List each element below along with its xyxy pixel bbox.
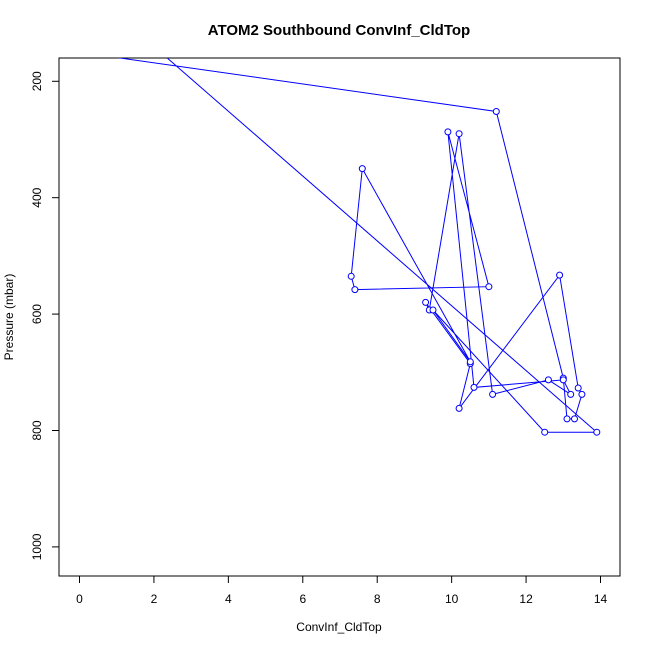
data-point — [489, 390, 497, 398]
y-tick-label: 600 — [30, 304, 44, 324]
x-tick-label: 8 — [374, 592, 381, 606]
data-point — [559, 376, 567, 384]
data-point — [567, 390, 575, 398]
data-point — [455, 130, 463, 138]
data-point — [485, 283, 493, 291]
y-tick-label: 800 — [30, 420, 44, 440]
data-point — [351, 286, 359, 294]
data-point — [556, 271, 564, 279]
y-tick-label: 400 — [30, 187, 44, 207]
plot-frame — [58, 57, 621, 577]
data-point — [422, 298, 430, 306]
plot-area — [116, 58, 601, 436]
x-axis-label: ConvInf_CldTop — [296, 620, 382, 634]
data-point — [574, 384, 582, 392]
y-axis-label: Pressure (mbar) — [2, 274, 16, 361]
data-point — [455, 404, 463, 412]
chart-title: ATOM2 Southbound ConvInf_CldTop — [208, 22, 470, 39]
x-tick-label: 14 — [594, 592, 608, 606]
series-line — [116, 58, 599, 433]
data-point — [358, 165, 366, 173]
x-tick-label: 0 — [76, 592, 83, 606]
data-point — [544, 376, 552, 384]
data-point — [492, 108, 500, 115]
data-point — [466, 358, 474, 366]
data-point — [470, 383, 478, 391]
data-point — [563, 415, 571, 423]
x-tick-label: 4 — [225, 592, 232, 606]
y-tick-label: 200 — [30, 71, 44, 91]
data-point — [347, 272, 355, 280]
x-tick-label: 12 — [519, 592, 533, 606]
data-point — [541, 428, 549, 436]
x-tick-label: 6 — [299, 592, 306, 606]
y-axis: 200 400 600 800 1000 — [30, 71, 60, 560]
x-tick-label: 10 — [445, 592, 459, 606]
data-point — [578, 390, 586, 398]
data-point — [593, 428, 601, 436]
y-tick-label: 1000 — [30, 533, 44, 560]
x-tick-label: 2 — [151, 592, 158, 606]
x-axis: 0 2 4 6 8 10 12 14 — [76, 575, 608, 606]
data-point — [444, 128, 452, 136]
data-point — [429, 306, 437, 314]
data-point — [571, 415, 578, 423]
